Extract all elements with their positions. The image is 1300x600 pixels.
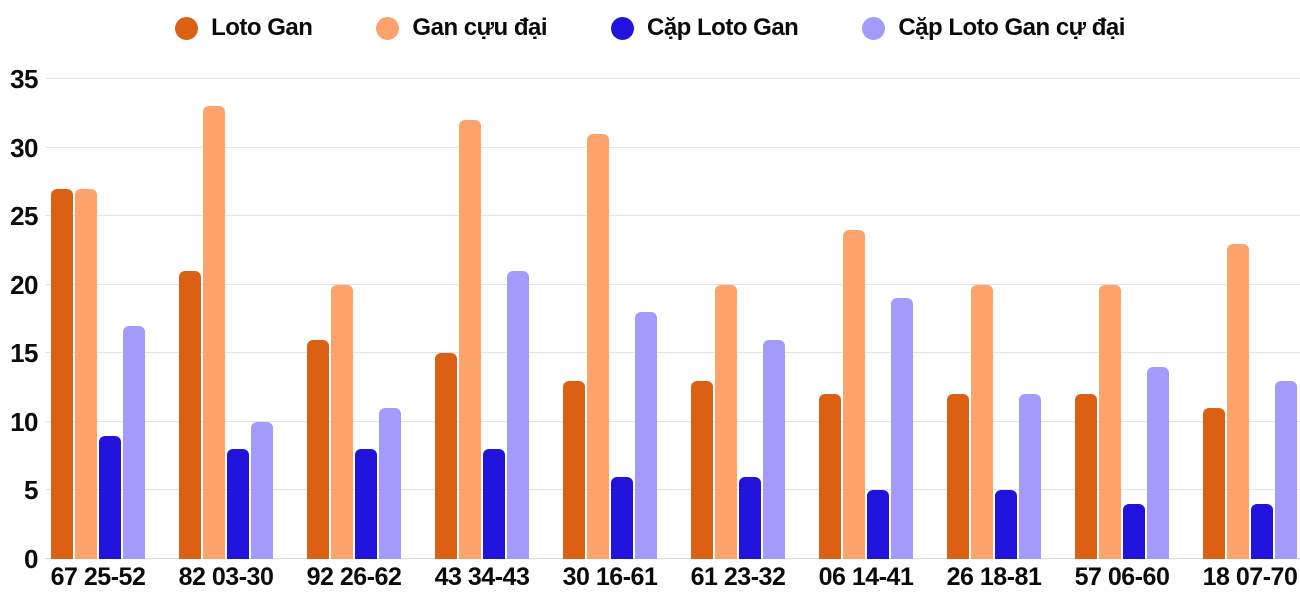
- x-axis-category-label: 06 14-41: [818, 563, 914, 591]
- bar-series-0-group-8[interactable]: [1075, 394, 1097, 559]
- y-axis-tick-label: 15: [10, 338, 38, 369]
- x-axis-category-label: 43 34-43: [434, 563, 530, 591]
- y-axis-tick-label: 5: [24, 475, 38, 506]
- x-axis-category-label: 67 25-52: [50, 563, 146, 591]
- legend-item-series-3[interactable]: Cặp Loto Gan cự đại: [862, 14, 1125, 42]
- x-axis-category-label: 57 06-60: [1074, 563, 1170, 591]
- bar-series-1-group-8[interactable]: [1099, 284, 1121, 559]
- bar-series-2-group-1[interactable]: [227, 449, 249, 559]
- bar-series-0-group-4[interactable]: [563, 380, 585, 559]
- bar-series-3-group-6[interactable]: [891, 298, 913, 559]
- legend-item-series-0[interactable]: Loto Gan: [175, 14, 313, 42]
- bar-series-2-group-5[interactable]: [739, 476, 761, 559]
- bar-group-2: [307, 79, 401, 559]
- gridline-15: [45, 352, 1300, 354]
- gridline-10: [45, 420, 1300, 422]
- y-axis-tick-label: 35: [10, 64, 38, 94]
- gridline-25: [45, 215, 1300, 217]
- bar-series-1-group-7[interactable]: [971, 284, 993, 559]
- bar-series-1-group-9[interactable]: [1227, 243, 1249, 559]
- y-axis-tick-label: 20: [10, 269, 38, 300]
- gridline-0: [45, 558, 1300, 559]
- y-axis-tick-label: 0: [24, 544, 38, 574]
- bar-series-1-group-3[interactable]: [459, 120, 481, 559]
- bar-series-0-group-3[interactable]: [435, 353, 457, 559]
- bar-series-1-group-4[interactable]: [587, 133, 609, 559]
- bar-series-3-group-3[interactable]: [507, 271, 529, 559]
- bar-series-3-group-2[interactable]: [379, 408, 401, 559]
- bar-series-0-group-1[interactable]: [179, 271, 201, 559]
- bar-series-2-group-9[interactable]: [1251, 504, 1273, 559]
- bar-series-0-group-6[interactable]: [819, 394, 841, 559]
- x-axis-category-label: 18 07-70: [1202, 563, 1298, 591]
- bar-series-0-group-5[interactable]: [691, 380, 713, 559]
- chart-legend: Loto Gan Gan cựu đại Cặp Loto Gan Cặp Loto …: [0, 6, 1300, 50]
- legend-label: Cặp Loto Gan cự đại: [898, 14, 1125, 41]
- bar-group-6: [819, 79, 913, 559]
- y-axis-tick-label: 25: [10, 201, 38, 232]
- bar-series-0-group-7[interactable]: [947, 394, 969, 559]
- legend-dot-icon: [611, 16, 634, 40]
- bar-group-7: [947, 79, 1041, 559]
- bar-series-3-group-0[interactable]: [123, 325, 145, 559]
- bar-series-3-group-4[interactable]: [635, 312, 657, 559]
- legend-label: Cặp Loto Gan: [647, 14, 799, 41]
- bar-group-1: [179, 79, 273, 559]
- gridline-5: [45, 489, 1300, 491]
- y-axis-tick-label: 30: [10, 132, 38, 163]
- bar-group-4: [563, 79, 657, 559]
- bar-group-9: [1203, 79, 1297, 559]
- bar-series-1-group-2[interactable]: [331, 284, 353, 559]
- gridline-30: [45, 146, 1300, 148]
- bar-series-1-group-0[interactable]: [75, 188, 97, 559]
- x-axis-category-label: 26 18-81: [946, 563, 1042, 591]
- x-axis-category-label: 82 03-30: [178, 563, 274, 591]
- bar-series-1-group-6[interactable]: [843, 229, 865, 559]
- legend-dot-icon: [376, 16, 400, 40]
- y-axis-tick-label: 10: [10, 406, 38, 437]
- legend-dot-icon: [175, 16, 199, 40]
- legend-label: Loto Gan: [211, 14, 313, 41]
- legend-item-series-2[interactable]: Cặp Loto Gan: [611, 14, 799, 42]
- bar-group-0: [51, 79, 145, 559]
- x-axis-category-label: 92 26-62: [306, 563, 402, 591]
- gridline-35: [45, 78, 1300, 79]
- bar-series-0-group-2[interactable]: [307, 339, 329, 559]
- bar-series-2-group-6[interactable]: [867, 490, 889, 559]
- bar-series-2-group-8[interactable]: [1123, 504, 1145, 559]
- bar-series-3-group-7[interactable]: [1019, 394, 1041, 559]
- bar-series-2-group-4[interactable]: [611, 476, 633, 559]
- bar-group-5: [691, 79, 785, 559]
- bar-series-3-group-1[interactable]: [251, 421, 273, 559]
- bar-series-3-group-5[interactable]: [763, 339, 785, 559]
- bar-series-2-group-3[interactable]: [483, 449, 505, 559]
- x-axis-category-label: 30 16-61: [562, 563, 658, 591]
- bar-series-3-group-8[interactable]: [1147, 367, 1169, 559]
- bar-series-0-group-0[interactable]: [51, 188, 73, 559]
- bar-series-2-group-0[interactable]: [99, 435, 121, 559]
- x-axis-category-label: 61 23-32: [690, 563, 786, 591]
- bar-series-0-group-9[interactable]: [1203, 408, 1225, 559]
- bar-series-3-group-9[interactable]: [1275, 380, 1297, 559]
- bar-series-1-group-1[interactable]: [203, 106, 225, 559]
- legend-item-series-1[interactable]: Gan cựu đại: [376, 14, 547, 42]
- bar-series-1-group-5[interactable]: [715, 284, 737, 559]
- bar-group-8: [1075, 79, 1169, 559]
- bar-series-2-group-7[interactable]: [995, 490, 1017, 559]
- gridline-20: [45, 283, 1300, 285]
- bar-group-3: [435, 79, 529, 559]
- bar-series-2-group-2[interactable]: [355, 449, 377, 559]
- legend-dot-icon: [862, 16, 886, 40]
- plot-area: [45, 78, 1300, 559]
- legend-label: Gan cựu đại: [412, 14, 547, 41]
